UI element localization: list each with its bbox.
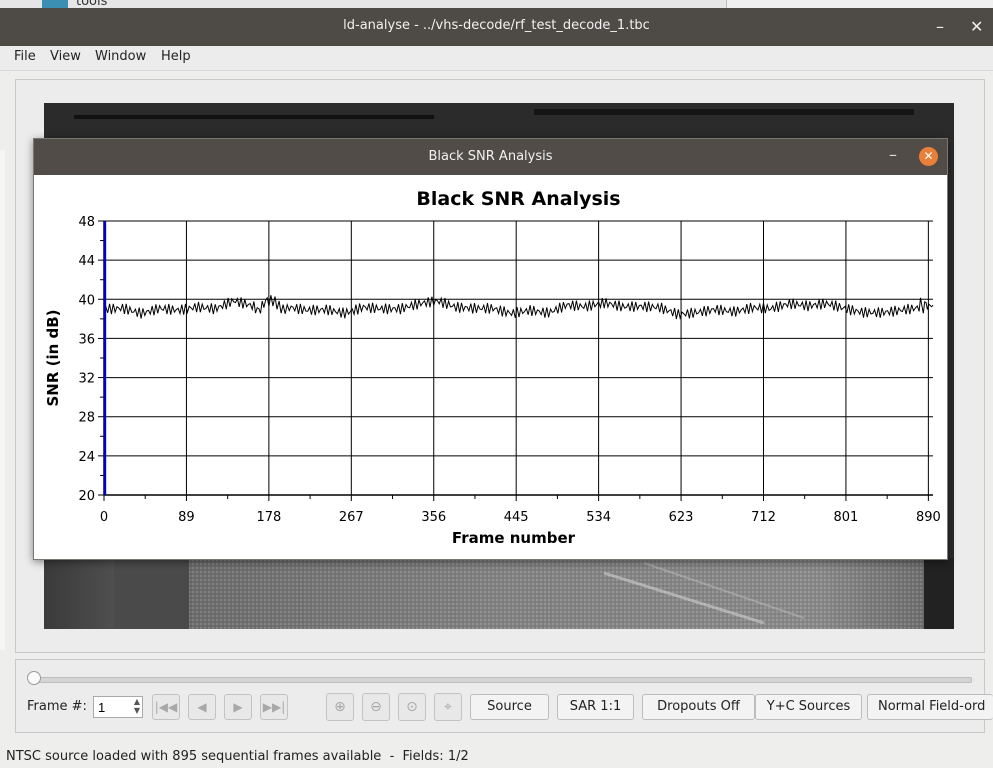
menu-window[interactable]: Window [95, 49, 147, 64]
y-tick-label: 40 [78, 293, 95, 308]
sar-button[interactable]: SAR 1:1 [557, 694, 634, 720]
y-tick-label: 24 [78, 450, 95, 465]
mouse-mode-button[interactable]: ⌖ [434, 693, 462, 721]
source-button[interactable]: Source [470, 694, 549, 720]
menu-help[interactable]: Help [161, 49, 191, 64]
last-frame-icon: ▶▶| [262, 700, 286, 714]
background-window-edge [0, 150, 5, 650]
y-axis-label: SNR (in dB) [44, 309, 62, 406]
snr-analysis-dialog: Black SNR Analysis – ✕ Black SNR Analysi… [33, 138, 948, 560]
next-frame-icon: ▶ [233, 700, 243, 714]
background-partial-label: tools [76, 0, 108, 9]
main-titlebar[interactable] [0, 8, 993, 46]
y-tick-label: 20 [78, 489, 95, 504]
x-tick-label: 445 [504, 510, 529, 525]
zoom-original-button[interactable]: ⊙ [398, 693, 426, 721]
x-axis-label: Frame number [452, 529, 576, 547]
x-tick-label: 534 [586, 510, 611, 525]
menu-view[interactable]: View [50, 49, 81, 64]
y-tick-label: 44 [78, 254, 95, 269]
x-tick-label: 356 [421, 510, 446, 525]
main-window-title: ld-analyse - ../vhs-decode/rf_test_decod… [343, 18, 650, 33]
yc-sources-button[interactable]: Y+C Sources [755, 694, 862, 720]
frame-slider[interactable] [30, 677, 972, 683]
x-tick-label: 712 [751, 510, 776, 525]
minimize-icon[interactable]: – [936, 17, 944, 36]
mouse-mode-icon: ⌖ [444, 699, 452, 715]
x-tick-label: 0 [100, 510, 108, 525]
dialog-title: Black SNR Analysis [428, 149, 553, 164]
close-icon[interactable]: ✕ [970, 17, 984, 36]
snr-series-line [103, 295, 934, 320]
x-tick-label: 178 [256, 510, 281, 525]
desktop-background [0, 0, 993, 10]
y-tick-label: 28 [78, 411, 95, 426]
frame-number-input[interactable] [93, 696, 143, 718]
first-frame-button[interactable]: |◀◀ [152, 694, 180, 720]
snr-chart: Black SNR Analysis 20 24 28 32 36 40 44 48 0 89 178… [34, 175, 945, 559]
dialog-minimize-icon[interactable]: – [889, 145, 897, 164]
zoom-out-button[interactable]: ⊖ [362, 693, 390, 721]
background-window [726, 0, 993, 8]
previous-frame-icon: ◀ [197, 700, 207, 714]
zoom-out-icon: ⊖ [370, 699, 382, 715]
zoom-original-icon: ⊙ [406, 699, 418, 715]
menu-bar [0, 46, 993, 71]
zoom-in-icon: ⊕ [334, 699, 346, 715]
dialog-titlebar[interactable] [34, 139, 947, 175]
dialog-close-icon[interactable]: ✕ [919, 147, 938, 166]
next-frame-button[interactable]: ▶ [224, 694, 252, 720]
y-tick-label: 32 [78, 372, 95, 387]
field-order-button[interactable]: Normal Field-ord [867, 694, 993, 720]
first-frame-icon: |◀◀ [154, 700, 178, 714]
chart-title: Black SNR Analysis [416, 188, 620, 210]
x-tick-label: 890 [916, 510, 941, 525]
background-app-icon [42, 0, 68, 10]
x-tick-label: 623 [669, 510, 694, 525]
zoom-in-button[interactable]: ⊕ [326, 693, 354, 721]
frame-number-label: Frame #: [27, 699, 87, 714]
frame-spinbox-arrows[interactable]: ▲ ▼ [133, 697, 141, 715]
x-tick-label: 89 [178, 510, 195, 525]
x-tick-label: 267 [339, 510, 364, 525]
previous-frame-button[interactable]: ◀ [188, 694, 216, 720]
chart-background [34, 175, 945, 559]
frame-slider-handle[interactable] [27, 671, 41, 685]
status-bar-text: NTSC source loaded with 895 sequential f… [6, 749, 469, 764]
dropouts-button[interactable]: Dropouts Off [642, 694, 755, 720]
y-tick-label: 48 [78, 215, 95, 230]
menu-file[interactable]: File [14, 49, 36, 64]
last-frame-button[interactable]: ▶▶| [260, 694, 288, 720]
y-tick-label: 36 [78, 332, 95, 347]
x-tick-label: 801 [834, 510, 859, 525]
